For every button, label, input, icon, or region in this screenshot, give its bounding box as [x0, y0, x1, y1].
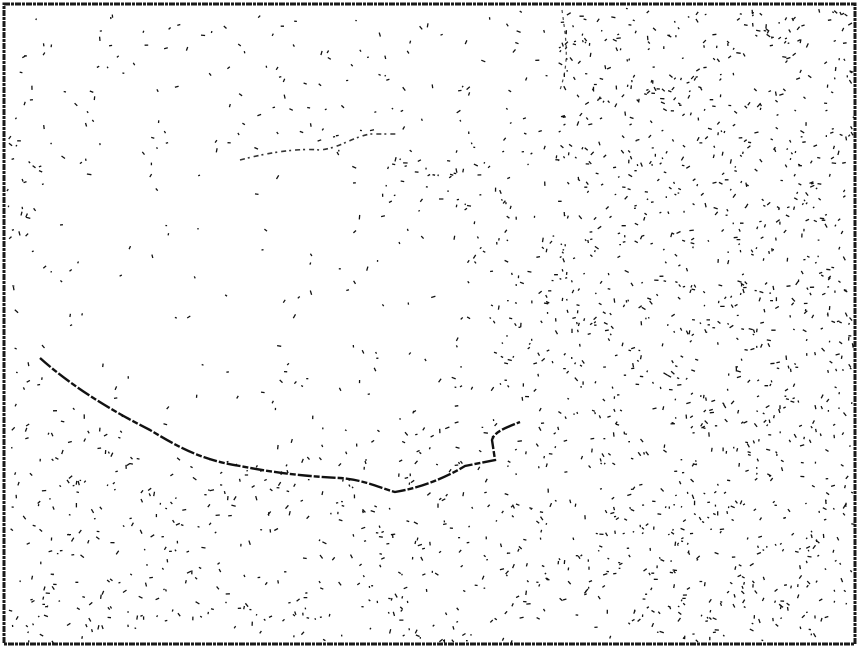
shell-edge [39, 357, 521, 494]
faint-edge [559, 9, 567, 91]
upper-edge [239, 133, 398, 161]
edge-noise [6, 7, 857, 645]
